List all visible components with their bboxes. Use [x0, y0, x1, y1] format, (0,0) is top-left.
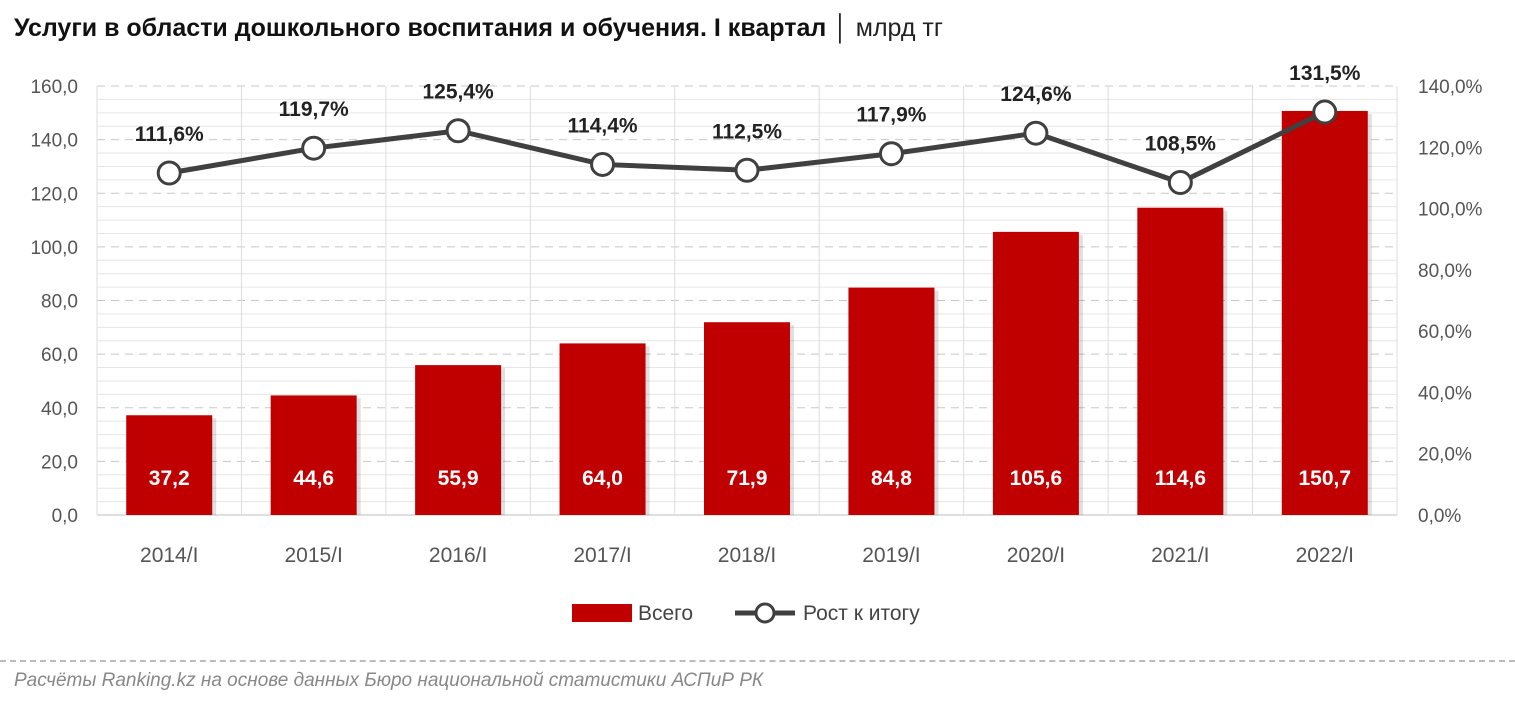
bar — [415, 365, 502, 515]
category-label: 2022/I — [1296, 544, 1354, 567]
bar — [704, 322, 790, 515]
right-tick-label: 60,0% — [1418, 322, 1472, 343]
legend-bar-label: Всего — [638, 602, 693, 625]
growth-marker — [734, 157, 760, 183]
bar-value-label: 64,0 — [582, 467, 623, 490]
growth-marker — [445, 118, 471, 144]
legend-bar-swatch — [572, 604, 632, 622]
left-tick-label: 60,0 — [41, 345, 78, 366]
bar-value-label: 44,6 — [293, 467, 334, 490]
bar — [1281, 110, 1368, 516]
bar — [992, 231, 1079, 516]
growth-marker — [156, 160, 182, 186]
left-tick-label: 40,0 — [41, 399, 78, 420]
bar — [848, 287, 935, 515]
category-label: 2018/I — [718, 544, 776, 567]
left-tick-label: 100,0 — [30, 238, 78, 259]
growth-value-label: 108,5% — [1145, 133, 1217, 156]
growth-marker — [301, 135, 327, 161]
growth-marker — [1023, 120, 1049, 146]
bar — [559, 343, 646, 515]
growth-value-label: 124,6% — [1000, 83, 1072, 106]
right-tick-label: 140,0% — [1418, 77, 1483, 98]
right-tick-label: 0,0% — [1418, 506, 1461, 527]
bar-value-label: 37,2 — [149, 467, 190, 490]
bar-value-label: 105,6 — [1010, 467, 1063, 490]
growth-value-label: 111,6% — [135, 123, 204, 146]
category-label: 2019/I — [862, 544, 920, 567]
category-label: 2015/I — [284, 544, 342, 567]
right-tick-label: 80,0% — [1418, 261, 1472, 282]
legend-line-marker — [754, 602, 776, 624]
left-tick-label: 120,0 — [30, 184, 78, 205]
bar — [270, 395, 357, 515]
chart: 0,0 20,0 40,0 60,0 80,0 100,0 120,0 140,0 160,0 0… — [30, 62, 1483, 625]
growth-marker — [878, 141, 904, 167]
title-text: Услуги в области дошкольного воспитания … — [14, 14, 827, 42]
left-tick-label: 80,0 — [41, 292, 78, 313]
growth-value-label: 112,5% — [712, 120, 782, 143]
growth-value-label: 125,4% — [422, 81, 494, 104]
category-label: 2020/I — [1007, 544, 1065, 567]
right-tick-label: 20,0% — [1418, 445, 1472, 466]
bar-value-label: 84,8 — [871, 467, 912, 490]
growth-marker — [590, 151, 616, 177]
bar-value-label: 150,7 — [1298, 467, 1351, 490]
legend-line-label: Рост к итогу — [803, 602, 920, 625]
growth-value-label: 131,5% — [1289, 62, 1361, 85]
bar-value-label: 55,9 — [438, 467, 479, 490]
right-tick-label: 40,0% — [1418, 383, 1472, 404]
category-label: 2021/I — [1151, 544, 1209, 567]
growth-marker — [1312, 99, 1338, 125]
bar-value-label: 71,9 — [727, 467, 768, 490]
unit-label: │ млрд тг — [833, 14, 943, 42]
bar — [1137, 207, 1224, 515]
category-label: 2016/I — [429, 544, 487, 567]
growth-value-label: 114,4% — [568, 114, 638, 137]
growth-marker — [1167, 170, 1193, 196]
category-label: 2014/I — [140, 544, 198, 567]
growth-value-label: 117,9% — [856, 104, 926, 127]
chart-title: Услуги в области дошкольного воспитания … — [14, 14, 943, 43]
left-tick-label: 0,0 — [52, 506, 78, 527]
left-tick-label: 160,0 — [30, 77, 78, 98]
left-tick-label: 20,0 — [41, 452, 78, 473]
right-tick-label: 120,0% — [1418, 138, 1483, 159]
growth-value-label: 119,7% — [279, 98, 349, 121]
right-tick-label: 100,0% — [1418, 200, 1483, 221]
source-note: Расчёты Ranking.kz на основе данных Бюро… — [14, 670, 764, 691]
bar-value-label: 114,6 — [1155, 467, 1206, 490]
category-label: 2017/I — [573, 544, 631, 567]
bar — [126, 415, 213, 515]
divider — [0, 660, 1515, 662]
left-tick-label: 140,0 — [30, 131, 78, 152]
